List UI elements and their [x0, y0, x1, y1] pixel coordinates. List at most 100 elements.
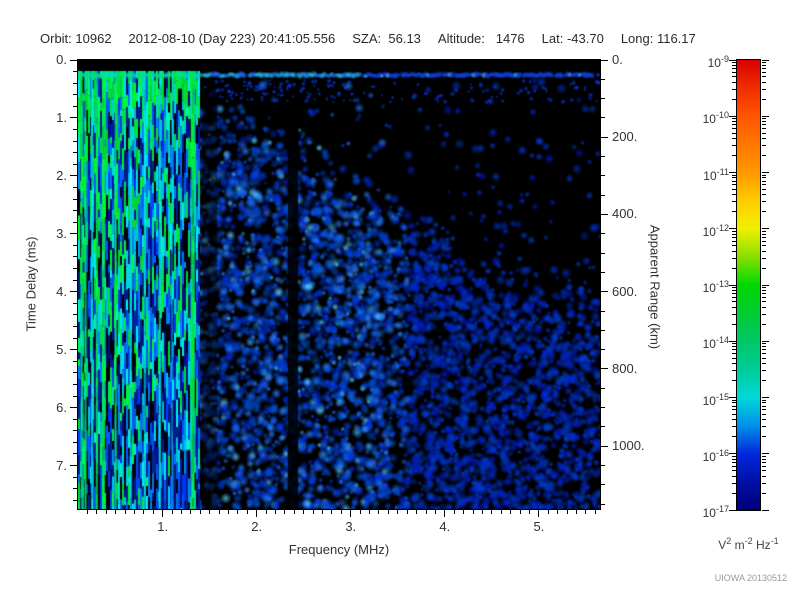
colorbar-minor-tick-left	[732, 455, 736, 457]
colorbar-minor-tick-right	[762, 233, 766, 235]
x-minor-tick	[406, 510, 408, 514]
x-minor-tick	[585, 510, 587, 514]
colorbar-label-exponent: -15	[715, 391, 729, 402]
y-left-minor-tick	[73, 105, 77, 107]
colorbar-label-exponent: -16	[715, 447, 729, 458]
colorbar-minor-tick-left	[732, 306, 736, 308]
y-left-minor-tick	[73, 94, 77, 96]
colorbar-minor-tick-right	[762, 436, 766, 438]
y-left-major-tick	[70, 233, 77, 235]
colorbar-tick-label: 10-12	[683, 220, 729, 239]
y-left-minor-tick	[73, 279, 77, 281]
colorbar-minor-tick-right	[762, 128, 766, 130]
x-minor-tick	[303, 510, 305, 514]
x-minor-tick	[105, 510, 107, 514]
colorbar-minor-tick-left	[732, 132, 736, 134]
colorbar-minor-tick-left	[732, 230, 736, 232]
colorbar-minor-tick-right	[762, 188, 766, 190]
x-minor-tick	[180, 510, 182, 514]
y-right-major-tick	[601, 445, 608, 447]
colorbar-tick-label: 10-17	[683, 501, 729, 520]
colorbar-minor-tick-left	[732, 409, 736, 411]
y-left-minor-tick	[73, 430, 77, 432]
x-minor-tick	[519, 510, 521, 514]
colorbar-label-base: 10	[702, 393, 716, 408]
colorbar-minor-tick-right	[762, 313, 766, 315]
colorbar-minor-tick-left	[732, 353, 736, 355]
colorbar-minor-tick-right	[762, 363, 766, 365]
y-left-minor-tick	[73, 198, 77, 200]
x-major-tick	[256, 510, 258, 517]
x-minor-tick	[96, 510, 98, 514]
y-right-tick-label: 600.	[612, 283, 638, 299]
colorbar-minor-tick-right	[762, 240, 766, 242]
colorbar-minor-tick-right	[762, 64, 766, 66]
colorbar-minor-tick-right	[762, 68, 766, 70]
colorbar-minor-tick-right	[762, 455, 766, 457]
colorbar-minor-tick-right	[762, 461, 766, 463]
x-minor-tick	[387, 510, 389, 514]
y-left-minor-tick	[73, 256, 77, 258]
x-axis-title: Frequency (MHz)	[288, 542, 390, 557]
colorbar-minor-tick-right	[762, 76, 766, 78]
colorbar-minor-tick-right	[762, 174, 766, 176]
x-minor-tick	[481, 510, 483, 514]
colorbar-major-tick-left	[729, 228, 736, 230]
colorbar-minor-tick-right	[762, 301, 766, 303]
colorbar-tick-label: 10-11	[683, 164, 729, 183]
x-tick-label: 5.	[533, 519, 545, 534]
colorbar-minor-tick-right	[762, 118, 766, 120]
colorbar-minor-tick-left	[732, 155, 736, 157]
unit-sup-m: -2	[744, 536, 753, 546]
colorbar-gradient	[737, 60, 760, 510]
colorbar-minor-tick-right	[762, 405, 766, 407]
x-minor-tick	[594, 510, 596, 514]
colorbar-minor-tick-left	[732, 124, 736, 126]
colorbar-minor-tick-left	[732, 405, 736, 407]
x-minor-tick	[557, 510, 559, 514]
colorbar-major-tick-right	[762, 340, 769, 342]
y-right-minor-tick	[601, 329, 605, 331]
y-right-minor-tick	[601, 78, 605, 80]
colorbar-minor-tick-left	[732, 121, 736, 123]
colorbar-minor-tick-right	[762, 155, 766, 157]
unit-part-v: V	[718, 538, 727, 552]
colorbar-minor-tick-right	[762, 470, 766, 472]
colorbar-minor-tick-left	[732, 180, 736, 182]
x-tick-label: 4.	[439, 519, 451, 534]
y-left-minor-tick	[73, 163, 77, 165]
y-right-major-tick	[601, 368, 608, 370]
y-right-minor-tick	[601, 349, 605, 351]
colorbar-minor-tick-left	[732, 145, 736, 147]
colorbar-minor-tick-left	[732, 323, 736, 325]
x-major-tick	[162, 510, 164, 517]
colorbar-minor-tick-left	[732, 287, 736, 289]
y-left-tick-label: 4.	[56, 283, 67, 299]
colorbar-tick-label: 10-10	[683, 107, 729, 127]
colorbar-minor-tick-right	[762, 194, 766, 196]
colorbar-minor-tick-right	[762, 413, 766, 415]
plot-frame	[77, 59, 601, 510]
colorbar-minor-tick-left	[732, 188, 736, 190]
credit-text: UIOWA 20130512	[714, 573, 787, 583]
y-left-minor-tick	[73, 186, 77, 188]
x-minor-tick	[124, 510, 126, 514]
colorbar-minor-tick-left	[732, 250, 736, 252]
colorbar-label-exponent: -9	[720, 54, 729, 64]
colorbar-minor-tick-right	[762, 62, 766, 64]
y-right-minor-tick	[601, 310, 605, 312]
colorbar-label-base: 10	[702, 112, 716, 127]
y-left-minor-tick	[73, 499, 77, 501]
y-left-minor-tick	[73, 71, 77, 73]
header-field-orbit: Orbit: 10962	[40, 31, 112, 46]
x-minor-tick	[331, 510, 333, 514]
colorbar-minor-tick-left	[732, 71, 736, 73]
colorbar-minor-tick-left	[732, 267, 736, 269]
colorbar-label-base: 10	[703, 168, 717, 183]
x-tick-label: 2.	[251, 519, 263, 534]
y-right-minor-tick	[601, 271, 605, 273]
colorbar-major-tick-right	[762, 453, 769, 455]
y-left-tick-label: 0.	[56, 52, 67, 67]
y-left-minor-tick	[73, 441, 77, 443]
colorbar-minor-tick-left	[732, 399, 736, 401]
